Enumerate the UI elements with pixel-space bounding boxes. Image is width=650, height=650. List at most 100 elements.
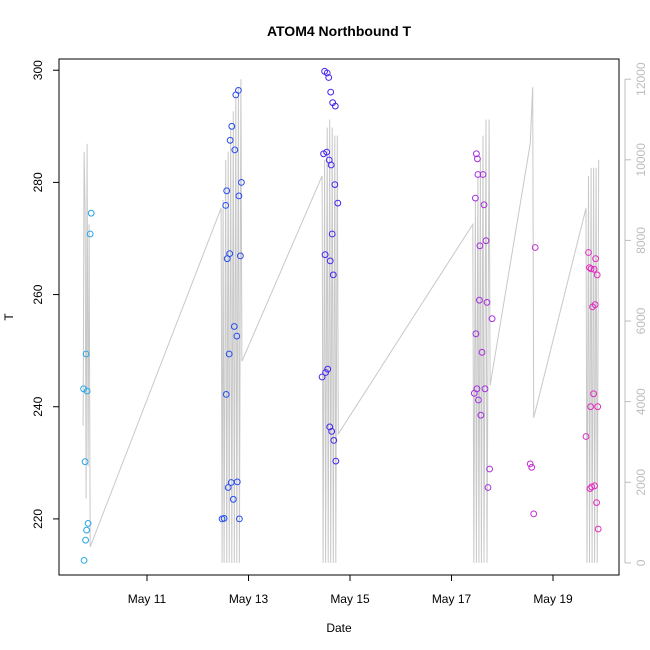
y2-tick-label: 12000 (634, 62, 648, 96)
data-point (84, 520, 92, 527)
data-point (82, 350, 90, 358)
data-point (484, 484, 492, 491)
data-point (591, 482, 598, 490)
data-point (476, 242, 484, 250)
chart-title: ATOM4 Northbound T (267, 23, 412, 39)
data-point (594, 403, 602, 411)
data-point (323, 148, 331, 156)
x-tick-label: May 11 (128, 592, 167, 606)
y2-tick-label: 8000 (634, 227, 648, 254)
data-point (480, 201, 488, 209)
data-point (222, 391, 230, 398)
data-point (330, 437, 338, 444)
data-point (236, 515, 243, 523)
y-tick-label: 220 (31, 509, 45, 529)
data-point (594, 525, 602, 533)
data-point (222, 202, 230, 209)
data-point (479, 171, 487, 178)
data-point (586, 264, 593, 272)
data-point (481, 385, 489, 393)
data-point (592, 255, 599, 263)
data-point (474, 171, 482, 178)
data-point (475, 396, 482, 404)
data-point (472, 330, 480, 338)
data-point (332, 457, 340, 465)
y-tick-label: 240 (31, 396, 45, 416)
data-point (224, 484, 232, 491)
data-point (80, 385, 87, 393)
data-points-layer (80, 67, 602, 564)
data-point (237, 252, 244, 260)
data-point (590, 390, 597, 398)
data-point (226, 250, 234, 258)
data-point (327, 88, 335, 96)
data-point (229, 495, 237, 503)
data-point (228, 122, 236, 130)
data-point (588, 483, 595, 491)
data-point (86, 230, 94, 238)
y2-tick-label: 10000 (634, 143, 648, 177)
data-point (233, 332, 241, 340)
x-axis-label: Date (326, 621, 352, 635)
data-point (334, 199, 342, 207)
data-point (231, 146, 239, 154)
data-point (473, 385, 481, 393)
data-point (321, 251, 329, 259)
data-point (482, 237, 490, 245)
data-point (82, 536, 89, 544)
data-point (477, 411, 485, 419)
data-point (80, 557, 88, 564)
data-point (587, 265, 595, 273)
data-point (235, 192, 243, 200)
data-point (331, 102, 339, 110)
y-axis-right: 0 2000 4000 6000 8000 10000 12000 (624, 62, 648, 566)
y-axis-left: 220 240 260 280 300 (31, 60, 59, 529)
y-tick-label: 280 (31, 172, 45, 192)
y-tick-label: 300 (31, 60, 45, 80)
data-point (81, 458, 89, 466)
data-point (582, 433, 590, 440)
data-point (585, 249, 592, 256)
data-point (478, 348, 486, 356)
x-tick-label: May 13 (229, 592, 269, 606)
data-point (223, 187, 231, 195)
x-axis: May 11 May 13 May 15 May 17 May 19 (128, 575, 573, 606)
data-point (83, 387, 91, 395)
data-point (318, 373, 326, 381)
data-point (528, 463, 536, 471)
data-point (530, 510, 538, 518)
x-tick-label: May 17 (432, 592, 472, 606)
data-point (472, 194, 479, 202)
data-point (476, 296, 483, 304)
data-point (331, 181, 339, 189)
data-point (483, 299, 491, 306)
y-tick-label: 260 (31, 284, 45, 304)
data-point (327, 161, 335, 169)
data-point (233, 478, 241, 486)
data-point (593, 271, 601, 279)
y2-tick-label: 2000 (634, 469, 648, 496)
data-point (474, 155, 481, 163)
data-point (473, 150, 480, 158)
overlay-line (82, 79, 600, 563)
data-point (590, 265, 598, 273)
data-point (230, 323, 238, 330)
data-point (486, 465, 494, 473)
data-point (587, 403, 594, 411)
data-point (323, 69, 331, 77)
data-point (488, 315, 496, 323)
overlay-line-layer (82, 79, 600, 563)
data-point (531, 244, 539, 251)
plot-frame (58, 58, 620, 576)
data-point (238, 179, 245, 186)
data-point (591, 301, 599, 309)
data-point (226, 136, 234, 144)
data-point (83, 526, 90, 534)
x-tick-label: May 15 (330, 592, 370, 606)
data-point (526, 460, 534, 468)
data-point (87, 209, 95, 217)
y2-tick-label: 4000 (634, 388, 648, 415)
data-point (225, 350, 233, 358)
data-point (593, 499, 600, 507)
